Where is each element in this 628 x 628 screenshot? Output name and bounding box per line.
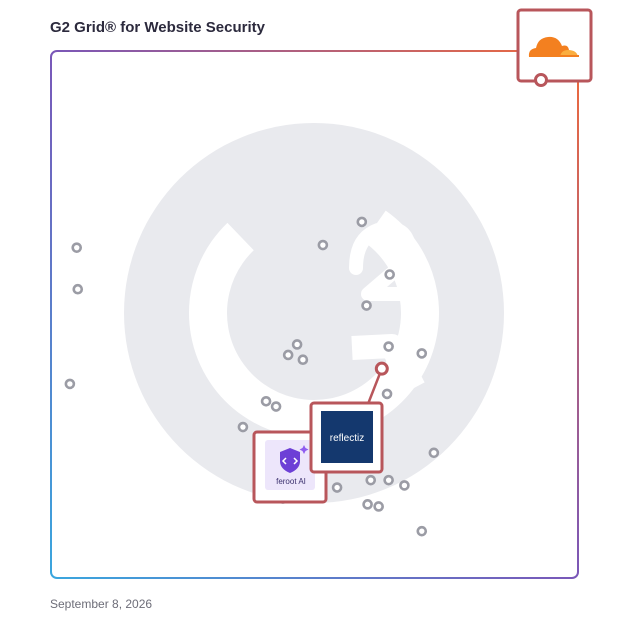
data-point[interactable] bbox=[282, 349, 294, 361]
data-point[interactable] bbox=[270, 401, 282, 412]
data-point[interactable] bbox=[416, 348, 428, 359]
data-point[interactable] bbox=[291, 339, 303, 350]
feroot-shield-icon bbox=[280, 445, 309, 473]
data-point[interactable] bbox=[331, 482, 343, 493]
data-point[interactable] bbox=[71, 242, 83, 253]
g2-watermark-icon bbox=[124, 123, 504, 503]
reflectiz-card[interactable]: reflectiz bbox=[309, 401, 384, 474]
data-point[interactable] bbox=[297, 354, 309, 366]
data-point[interactable] bbox=[64, 378, 76, 390]
feroot-ai-card[interactable]: feroot AI bbox=[252, 430, 328, 504]
data-point[interactable] bbox=[416, 525, 428, 537]
grid-frame bbox=[50, 50, 579, 579]
report-date: September 8, 2026 bbox=[50, 597, 153, 611]
data-point[interactable] bbox=[361, 300, 372, 311]
cloudflare-logo-icon bbox=[528, 36, 579, 57]
data-point[interactable] bbox=[317, 239, 329, 251]
reflectiz-point[interactable] bbox=[374, 361, 389, 376]
data-point[interactable] bbox=[356, 216, 368, 228]
reflectiz-logo-text: reflectiz bbox=[330, 433, 364, 444]
highlighted-products: feroot AI reflectiz bbox=[252, 8, 593, 504]
data-point[interactable] bbox=[428, 447, 440, 459]
feroot-logo-text: feroot AI bbox=[276, 477, 306, 486]
data-point[interactable] bbox=[362, 499, 373, 510]
data-point[interactable] bbox=[383, 474, 394, 486]
data-point[interactable] bbox=[365, 474, 377, 486]
page-title: G2 Grid® for Website Security bbox=[50, 19, 265, 36]
data-point[interactable] bbox=[399, 480, 410, 491]
data-point[interactable] bbox=[373, 501, 384, 512]
data-point[interactable] bbox=[381, 388, 393, 400]
data-point[interactable] bbox=[383, 341, 394, 352]
data-point[interactable] bbox=[260, 395, 272, 407]
data-point[interactable] bbox=[72, 283, 84, 295]
data-point[interactable] bbox=[384, 269, 395, 280]
data-point[interactable] bbox=[237, 421, 249, 433]
cloudflare-point[interactable] bbox=[534, 73, 548, 87]
cloudflare-card[interactable] bbox=[516, 8, 593, 87]
